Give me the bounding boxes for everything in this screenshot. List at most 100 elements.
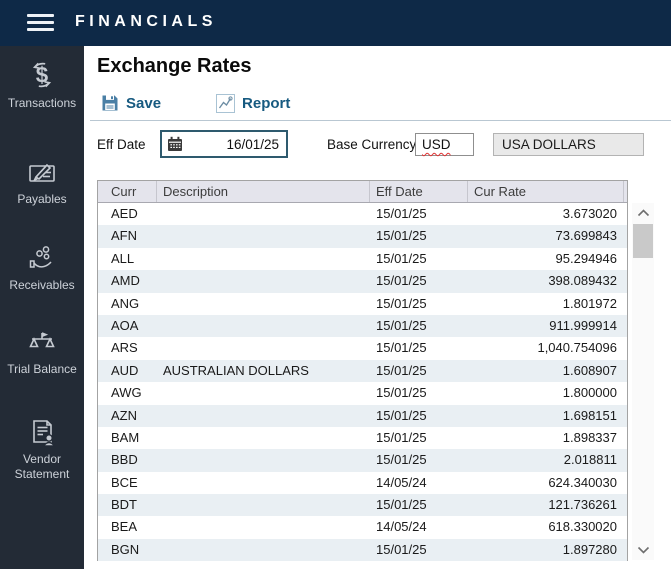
base-currency-value: USD [422, 137, 451, 152]
cell-eff-date: 15/01/25 [376, 407, 427, 423]
table-row[interactable]: BBD 15/01/25 2.018811 [98, 449, 627, 472]
cell-curr: AMD [111, 273, 140, 289]
table-row[interactable]: BAM 15/01/25 1.898337 [98, 426, 627, 450]
scrollbar-thumb[interactable] [633, 224, 653, 258]
cell-cur-rate: 911.999914 [549, 317, 617, 333]
table-row[interactable]: BEA 14/05/24 618.330020 [98, 516, 627, 539]
cell-eff-date: 15/01/25 [376, 429, 427, 445]
calendar-icon[interactable] [167, 136, 183, 152]
top-bar: FINANCIALS [0, 0, 671, 46]
table-row[interactable]: BDT 15/01/25 121.736261 [98, 494, 627, 517]
chevron-up-icon [637, 209, 649, 217]
cell-cur-rate: 1.898337 [562, 429, 617, 445]
cell-eff-date: 15/01/25 [376, 295, 427, 311]
chart-report-icon [216, 93, 236, 113]
cell-description [157, 472, 370, 494]
sidebar-item-label: Payables [17, 192, 67, 206]
cell-cur-rate: 618.330020 [548, 519, 617, 535]
cell-eff-date: 15/01/25 [376, 273, 427, 289]
table-row[interactable]: AMD 15/01/25 398.089432 [98, 270, 627, 293]
table-header-row: Curr Description Eff Date Cur Rate [98, 181, 627, 203]
app-title: FINANCIALS [75, 13, 217, 30]
table-row[interactable]: AOA 15/01/25 911.999914 [98, 314, 627, 338]
report-button-label: Report [242, 94, 291, 112]
sidebar-item-label: Transactions [7, 96, 77, 110]
cell-description [157, 405, 370, 427]
table-row[interactable]: AWG 15/01/25 1.800000 [98, 382, 627, 405]
cell-eff-date: 15/01/25 [376, 452, 427, 468]
scroll-down-button[interactable] [632, 540, 654, 560]
cell-description [157, 539, 370, 561]
cell-curr: AZN [111, 407, 137, 423]
cell-curr: BCE [111, 474, 138, 490]
cell-curr: BEA [111, 519, 138, 535]
receivables-icon [29, 246, 52, 268]
cell-eff-date: 15/01/25 [376, 340, 427, 356]
table-row[interactable]: BCE 14/05/24 624.340030 [98, 471, 627, 495]
cell-curr: ARS [111, 340, 138, 356]
cell-cur-rate: 398.089432 [548, 273, 617, 289]
cell-cur-rate: 95.294946 [555, 250, 617, 266]
report-button[interactable]: Report [216, 93, 291, 113]
scroll-up-button[interactable] [632, 203, 654, 223]
sidebar-nav: $ Transactions Payables [0, 46, 84, 569]
cell-description [157, 382, 370, 404]
cell-eff-date: 14/05/24 [376, 474, 427, 490]
table-row[interactable]: ANG 15/01/25 1.801972 [98, 292, 627, 315]
table-row[interactable]: ARS 15/01/25 1,040.754096 [98, 337, 627, 360]
save-button-label: Save [126, 94, 162, 112]
eff-date-value: 16/01/25 [226, 136, 279, 152]
hamburger-menu-icon[interactable] [27, 14, 54, 31]
cell-description [157, 270, 370, 292]
cell-cur-rate: 73.699843 [555, 228, 617, 244]
cell-cur-rate: 1.801972 [562, 295, 617, 311]
eff-date-label: Eff Date [97, 137, 146, 152]
cell-description [157, 494, 370, 516]
cell-cur-rate: 1,040.754096 [537, 340, 617, 356]
cell-cur-rate: 1.608907 [562, 362, 617, 378]
cell-description: AUSTRALIAN DOLLARS [163, 362, 309, 378]
cell-eff-date: 15/01/25 [376, 497, 427, 513]
table-row[interactable]: ALL 15/01/25 95.294946 [98, 247, 627, 271]
save-button[interactable]: Save [101, 94, 161, 112]
toolbar-divider [90, 120, 671, 121]
cell-description [157, 516, 370, 538]
floppy-disk-icon [102, 95, 118, 111]
table-row[interactable]: AUD AUSTRALIAN DOLLARS 15/01/25 1.608907 [98, 359, 627, 383]
sidebar-item-payables[interactable]: Payables [0, 158, 84, 207]
cell-eff-date: 15/01/25 [376, 228, 427, 244]
sidebar-item-transactions[interactable]: $ Transactions [0, 58, 84, 111]
table-vertical-scrollbar[interactable] [632, 203, 654, 560]
payables-icon [29, 163, 55, 182]
sidebar-item-vendor-statement[interactable]: Vendor Statement [0, 418, 84, 482]
sidebar-item-trial-balance[interactable]: Trial Balance [0, 330, 84, 377]
cell-curr: ANG [111, 295, 140, 311]
table-row[interactable]: BGN 15/01/25 1.897280 [98, 538, 627, 562]
cell-eff-date: 15/01/25 [376, 250, 427, 266]
exchange-rates-table: Curr Description Eff Date Cur Rate AED 1… [97, 180, 628, 562]
table-body: AED 15/01/25 3.673020 AFN 15/01/25 73.69… [98, 203, 627, 562]
cell-curr: AOA [111, 317, 139, 333]
cell-cur-rate: 1.698151 [562, 407, 617, 423]
cell-curr: BAM [111, 429, 140, 445]
toolbar: Save Report [101, 92, 290, 114]
eff-date-input[interactable]: 16/01/25 [160, 130, 288, 158]
cell-description [157, 293, 370, 315]
cell-cur-rate: 1.897280 [562, 541, 617, 557]
base-currency-input[interactable]: USD [415, 133, 474, 156]
chevron-down-icon [637, 546, 649, 554]
cell-cur-rate: 3.673020 [562, 206, 617, 221]
cell-eff-date: 15/01/25 [376, 362, 427, 378]
cell-description [157, 337, 370, 359]
sidebar-item-receivables[interactable]: Receivables [0, 244, 84, 293]
vendor-statement-icon [33, 420, 56, 447]
cell-curr: BBD [111, 452, 138, 468]
cell-description [157, 427, 370, 449]
table-row[interactable]: AFN 15/01/25 73.699843 [98, 225, 627, 248]
cell-eff-date: 15/01/25 [376, 206, 427, 221]
column-header-eff-date: Eff Date [370, 181, 468, 202]
svg-text:$: $ [36, 62, 49, 87]
table-row[interactable]: AZN 15/01/25 1.698151 [98, 404, 627, 427]
table-row[interactable]: AED 15/01/25 3.673020 [98, 203, 627, 226]
